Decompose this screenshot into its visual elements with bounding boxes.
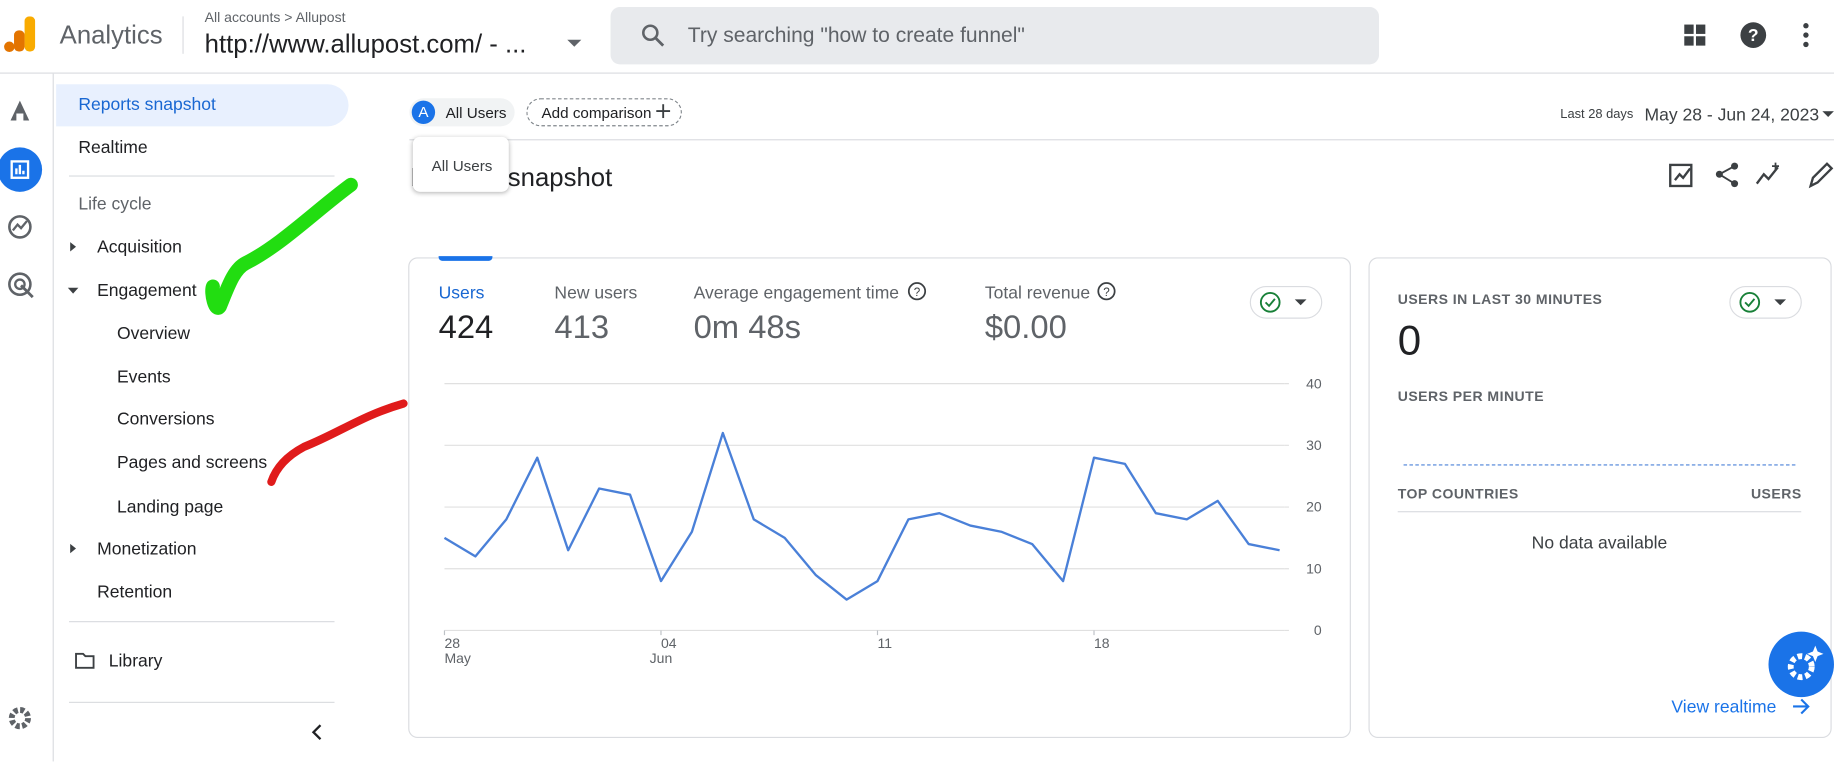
metric-value: 413: [554, 308, 610, 346]
y-tick-label: 20: [1306, 499, 1322, 515]
nav-subitem[interactable]: Overview: [116, 323, 191, 344]
y-tick-label: 30: [1306, 437, 1322, 453]
metric-label[interactable]: Users: [438, 283, 485, 303]
divider: [409, 139, 1834, 141]
metric-value: $0.00: [984, 308, 1067, 346]
rail-border: [52, 73, 54, 762]
svg-text:?: ?: [1748, 25, 1759, 45]
y-tick-label: 10: [1306, 560, 1322, 576]
date-label: Last 28 days: [1560, 107, 1634, 122]
tab-indicator: [438, 256, 493, 261]
breadcrumb[interactable]: All accounts > Allupost: [204, 9, 346, 26]
per-minute-baseline: [1403, 464, 1796, 466]
realtime-subtitle: USERS PER MINUTE: [1397, 388, 1545, 405]
property-selector[interactable]: http://www.allupost.com/ - ...: [204, 29, 527, 59]
nav-item[interactable]: Realtime: [78, 138, 148, 158]
nav-section[interactable]: Life cycle: [78, 194, 152, 215]
add-comparison-label[interactable]: Add comparison: [541, 104, 652, 122]
divider: [182, 16, 184, 54]
search-icon: [642, 24, 665, 47]
x-tick-label: 28: [444, 635, 460, 651]
product-name: Analytics: [59, 19, 163, 50]
nav-library[interactable]: Library: [108, 651, 163, 672]
realtime-card: [1368, 257, 1832, 739]
nav-subitem[interactable]: Landing page: [116, 497, 224, 517]
date-dropdown[interactable]: [1822, 111, 1834, 118]
divider: [69, 701, 335, 703]
tree-carets[interactable]: [67, 234, 81, 585]
header-border: [0, 72, 1834, 74]
x-tick-label: 04: [661, 635, 677, 651]
x-month-label: May: [444, 650, 470, 666]
realtime-value: 0: [1397, 315, 1422, 364]
divider: [1397, 511, 1802, 513]
nav-selected-bg: [56, 84, 349, 127]
divider: [69, 175, 335, 177]
search-placeholder[interactable]: Try searching "how to create funnel": [687, 23, 1025, 47]
empty-state: No data available: [1531, 533, 1668, 554]
dropdown-icon[interactable]: [566, 39, 582, 48]
y-tick-label: 40: [1306, 375, 1322, 391]
annotations: [205, 177, 408, 486]
logo: [4, 16, 36, 53]
segment-name[interactable]: All Users: [445, 104, 507, 122]
status-dropdown[interactable]: [1729, 285, 1804, 320]
table-header: USERS: [1750, 485, 1802, 502]
svg-text:?: ?: [1103, 286, 1110, 299]
status-dropdown[interactable]: [1249, 285, 1324, 320]
insights-fab[interactable]: [1766, 629, 1834, 699]
tooltip: [412, 136, 509, 192]
nav-item[interactable]: Reports snapshot: [78, 94, 216, 115]
add-comparison[interactable]: [526, 98, 682, 127]
nav-subitem[interactable]: Pages and screens: [116, 452, 268, 473]
svg-text:?: ?: [914, 286, 921, 299]
nav-subitem[interactable]: Events: [116, 367, 171, 388]
nav-group[interactable]: Monetization: [97, 539, 197, 560]
date-range[interactable]: May 28 - Jun 24, 2023: [1644, 105, 1820, 126]
breadcrumb-item[interactable]: Allupost: [295, 9, 346, 26]
x-tick-label: 11: [877, 635, 892, 651]
toolbar-icons[interactable]: [1668, 160, 1834, 190]
data-line: [443, 431, 1280, 601]
overview-card: [408, 257, 1351, 739]
metric-label[interactable]: New users: [554, 283, 638, 303]
folder-icon: [75, 652, 95, 669]
divider: [69, 621, 335, 623]
x-month-label: Jun: [650, 650, 673, 666]
metric-label[interactable]: Total revenue: [984, 283, 1091, 303]
view-realtime-link[interactable]: View realtime: [1671, 697, 1777, 717]
metric-label[interactable]: Average engagement time: [693, 283, 900, 303]
realtime-title: USERS IN LAST 30 MINUTES: [1397, 291, 1603, 308]
help-icons[interactable]: ? ?: [906, 282, 1117, 303]
table-header: TOP COUNTRIES: [1397, 485, 1519, 502]
nav-group[interactable]: Retention: [97, 582, 173, 603]
tooltip-text: All Users: [431, 156, 493, 175]
header-icons[interactable]: ?: [1682, 21, 1822, 51]
collapse-nav[interactable]: [310, 723, 324, 742]
breadcrumb-item[interactable]: All accounts: [204, 9, 281, 26]
search-bar[interactable]: [610, 7, 1380, 65]
metric-value: 424: [438, 308, 494, 346]
left-rail[interactable]: [0, 74, 53, 762]
nav-subitem[interactable]: Conversions: [116, 409, 215, 430]
y-tick-label: 0: [1314, 622, 1322, 638]
x-tick-label: 18: [1094, 635, 1110, 651]
nav-group[interactable]: Engagement: [97, 280, 197, 301]
nav-group[interactable]: Acquisition: [97, 237, 182, 258]
segment-badge: A: [411, 100, 436, 124]
plus-icon[interactable]: [656, 104, 671, 119]
arrow-icon[interactable]: [1792, 698, 1811, 715]
metric-value: 0m 48s: [693, 308, 802, 346]
